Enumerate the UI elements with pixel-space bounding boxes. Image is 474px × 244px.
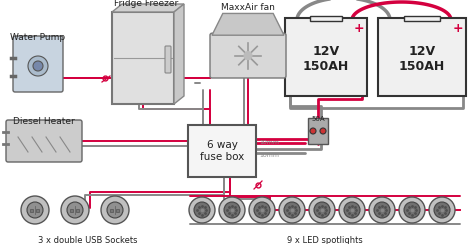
FancyBboxPatch shape xyxy=(210,33,286,78)
Circle shape xyxy=(61,196,89,224)
Circle shape xyxy=(219,197,245,223)
Text: 10mm: 10mm xyxy=(259,140,279,145)
Circle shape xyxy=(434,202,450,218)
FancyBboxPatch shape xyxy=(36,209,39,212)
Circle shape xyxy=(314,202,330,218)
Text: +: + xyxy=(453,21,463,34)
Text: 12V
150AH: 12V 150AH xyxy=(303,45,349,73)
FancyBboxPatch shape xyxy=(117,209,119,212)
FancyBboxPatch shape xyxy=(310,16,342,21)
Circle shape xyxy=(67,202,83,218)
Circle shape xyxy=(27,202,43,218)
Text: Diesel Heater: Diesel Heater xyxy=(13,117,75,126)
Text: 10mm: 10mm xyxy=(259,153,279,158)
FancyBboxPatch shape xyxy=(110,209,113,212)
Circle shape xyxy=(244,51,252,60)
FancyBboxPatch shape xyxy=(308,118,328,144)
Circle shape xyxy=(189,197,215,223)
Text: 6 way
fuse box: 6 way fuse box xyxy=(200,140,244,162)
Circle shape xyxy=(309,197,335,223)
Circle shape xyxy=(224,202,240,218)
Circle shape xyxy=(254,202,270,218)
Circle shape xyxy=(28,56,48,76)
Circle shape xyxy=(344,202,360,218)
Circle shape xyxy=(279,197,305,223)
FancyBboxPatch shape xyxy=(378,18,466,96)
Circle shape xyxy=(249,197,275,223)
Circle shape xyxy=(194,202,210,218)
Circle shape xyxy=(320,128,326,134)
Circle shape xyxy=(404,202,420,218)
Text: 12V
150AH: 12V 150AH xyxy=(399,45,445,73)
Circle shape xyxy=(107,202,123,218)
FancyBboxPatch shape xyxy=(404,16,439,21)
Circle shape xyxy=(399,197,425,223)
Polygon shape xyxy=(174,4,184,104)
Text: Water Pump: Water Pump xyxy=(10,33,65,42)
FancyBboxPatch shape xyxy=(165,46,171,73)
Text: Fridge Freezer: Fridge Freezer xyxy=(114,0,178,8)
Text: 50A: 50A xyxy=(311,116,325,122)
Circle shape xyxy=(310,128,316,134)
Circle shape xyxy=(284,202,300,218)
Circle shape xyxy=(374,202,390,218)
Circle shape xyxy=(33,61,43,71)
Circle shape xyxy=(369,197,395,223)
Text: +: + xyxy=(354,21,365,34)
FancyBboxPatch shape xyxy=(13,36,63,92)
FancyBboxPatch shape xyxy=(112,12,174,104)
Text: 9 x LED spotlights: 9 x LED spotlights xyxy=(287,236,363,244)
Circle shape xyxy=(429,197,455,223)
Polygon shape xyxy=(112,4,184,12)
FancyBboxPatch shape xyxy=(285,18,367,96)
Text: 3 x double USB Sockets: 3 x double USB Sockets xyxy=(38,236,138,244)
Circle shape xyxy=(21,196,49,224)
Circle shape xyxy=(101,196,129,224)
FancyBboxPatch shape xyxy=(76,209,80,212)
FancyBboxPatch shape xyxy=(71,209,73,212)
Circle shape xyxy=(339,197,365,223)
Polygon shape xyxy=(212,13,284,35)
FancyBboxPatch shape xyxy=(30,209,34,212)
FancyBboxPatch shape xyxy=(6,120,82,162)
Text: MaxxAir fan: MaxxAir fan xyxy=(221,3,275,12)
FancyBboxPatch shape xyxy=(188,125,256,177)
